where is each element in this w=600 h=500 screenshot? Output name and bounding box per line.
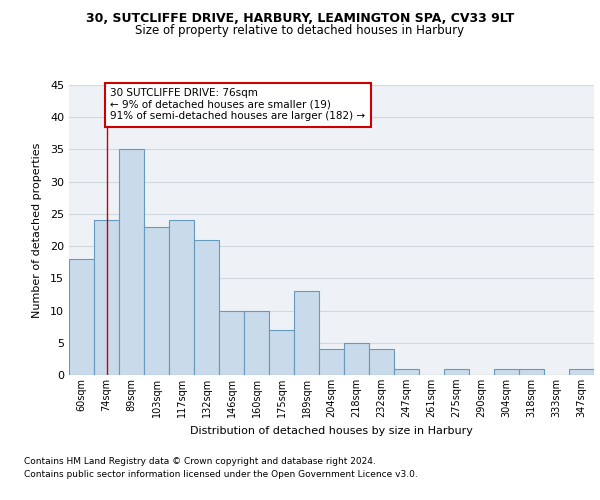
Bar xyxy=(169,220,194,375)
X-axis label: Distribution of detached houses by size in Harbury: Distribution of detached houses by size … xyxy=(190,426,473,436)
Y-axis label: Number of detached properties: Number of detached properties xyxy=(32,142,41,318)
Bar xyxy=(269,330,294,375)
Bar xyxy=(69,259,94,375)
Bar xyxy=(369,349,394,375)
Bar xyxy=(294,291,319,375)
Bar xyxy=(144,227,169,375)
Bar xyxy=(569,368,594,375)
Bar xyxy=(194,240,219,375)
Text: 30, SUTCLIFFE DRIVE, HARBURY, LEAMINGTON SPA, CV33 9LT: 30, SUTCLIFFE DRIVE, HARBURY, LEAMINGTON… xyxy=(86,12,514,26)
Text: Contains HM Land Registry data © Crown copyright and database right 2024.: Contains HM Land Registry data © Crown c… xyxy=(24,458,376,466)
Text: Size of property relative to detached houses in Harbury: Size of property relative to detached ho… xyxy=(136,24,464,37)
Bar xyxy=(219,310,244,375)
Bar xyxy=(319,349,344,375)
Bar xyxy=(494,368,519,375)
Bar xyxy=(94,220,119,375)
Bar xyxy=(244,310,269,375)
Bar xyxy=(119,150,144,375)
Text: 30 SUTCLIFFE DRIVE: 76sqm
← 9% of detached houses are smaller (19)
91% of semi-d: 30 SUTCLIFFE DRIVE: 76sqm ← 9% of detach… xyxy=(110,88,365,122)
Bar xyxy=(519,368,544,375)
Bar xyxy=(344,343,369,375)
Bar xyxy=(394,368,419,375)
Text: Contains public sector information licensed under the Open Government Licence v3: Contains public sector information licen… xyxy=(24,470,418,479)
Bar xyxy=(444,368,469,375)
